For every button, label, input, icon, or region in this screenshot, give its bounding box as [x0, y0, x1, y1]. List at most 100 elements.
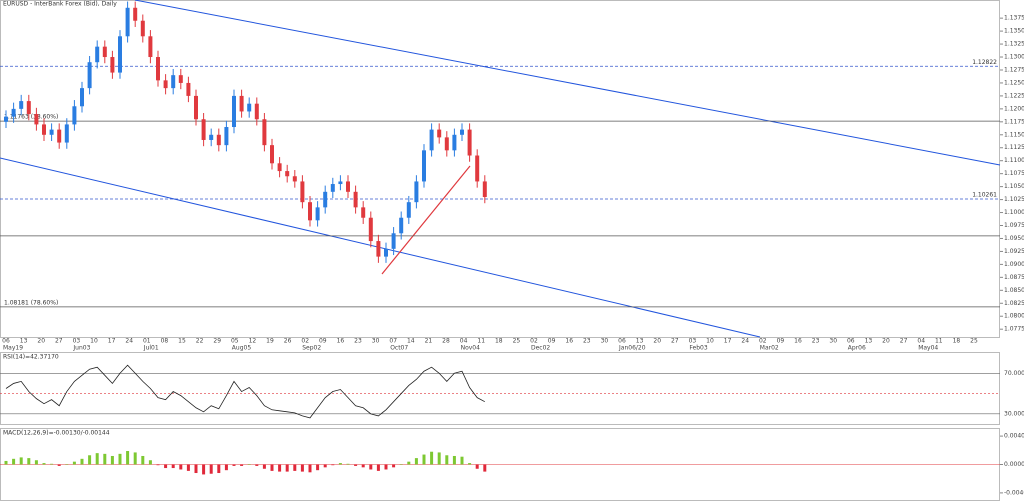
- month-label: Jan06/20: [618, 345, 646, 352]
- macd-tick-label: 0.00000: [1004, 461, 1024, 468]
- rsi-tick-label: 30.00000: [1004, 410, 1024, 417]
- macd-bar: [308, 464, 312, 473]
- y-tick-label: 1.13000: [1004, 54, 1024, 61]
- x-tick-label: 12: [249, 338, 257, 345]
- macd-bar: [361, 464, 365, 468]
- candle-body: [64, 124, 69, 143]
- candle-body: [95, 46, 100, 63]
- x-tick-label: 06: [847, 338, 855, 345]
- candle-body: [19, 101, 24, 109]
- x-tick-label: 01: [143, 338, 151, 345]
- candle-body: [353, 191, 358, 208]
- y-tick-label: 1.12750: [1004, 66, 1024, 73]
- chart-title: EURUSD - InterBank Forex (Bid), Daily: [3, 1, 117, 8]
- macd-bar: [338, 463, 342, 465]
- x-tick-label: 09: [777, 338, 785, 345]
- month-label: Feb03: [689, 345, 707, 352]
- x-tick-label: 24: [741, 338, 749, 345]
- y-tick-label: 1.11250: [1004, 144, 1024, 151]
- candle-body: [194, 95, 198, 120]
- x-tick-label: 08: [161, 338, 169, 345]
- macd-bar: [369, 464, 373, 470]
- macd-title: MACD(12,26,9)=-0.00130/-0.00144: [3, 430, 110, 437]
- y-tick-label: 1.11750: [1004, 118, 1024, 125]
- x-tick-label: 06: [2, 338, 10, 345]
- macd-bar: [164, 464, 168, 469]
- candle-body: [429, 129, 434, 151]
- x-tick-label: 10: [90, 338, 98, 345]
- x-tick-label: 19: [266, 338, 274, 345]
- candle-body: [163, 80, 168, 89]
- x-tick-label: 21: [425, 338, 433, 345]
- candle-body: [133, 7, 138, 21]
- candle-body: [42, 124, 46, 135]
- x-tick-label: 22: [196, 338, 204, 345]
- x-tick-label: 26: [284, 338, 292, 345]
- macd-bar: [126, 451, 130, 465]
- candle-body: [300, 181, 305, 203]
- macd-bar: [194, 464, 198, 474]
- month-label: Jun03: [72, 345, 90, 352]
- candle-body: [201, 119, 206, 140]
- macd-bar: [376, 464, 380, 471]
- x-tick-label: 23: [583, 338, 591, 345]
- candle-body: [232, 95, 236, 128]
- macd-bar: [156, 464, 160, 466]
- month-label: May04: [918, 345, 938, 352]
- macd-bar: [392, 464, 396, 468]
- macd-bar: [422, 454, 426, 465]
- candle-body: [444, 137, 449, 151]
- macd-bar: [141, 455, 145, 465]
- y-tick-label: 1.13250: [1004, 41, 1024, 48]
- macd-bar: [4, 460, 8, 465]
- x-tick-label: 23: [812, 338, 820, 345]
- x-tick-label: 11: [477, 338, 485, 345]
- x-tick-label: 23: [354, 338, 362, 345]
- x-tick-label: 06: [618, 338, 626, 345]
- macd-bar: [224, 464, 228, 471]
- macd-bar: [88, 455, 92, 465]
- x-tick-label: 04: [460, 338, 468, 345]
- candle-body: [224, 127, 229, 146]
- candle-body: [308, 202, 312, 221]
- candle-body: [277, 163, 282, 172]
- macd-bar: [300, 464, 304, 472]
- macd-bar: [285, 464, 289, 472]
- month-label: Jul01: [143, 345, 159, 352]
- candle-body: [338, 181, 343, 185]
- x-tick-label: 11: [935, 338, 943, 345]
- candle-body: [368, 217, 373, 242]
- macd-bar: [247, 464, 251, 465]
- x-tick-label: 02: [530, 338, 538, 345]
- macd-bar: [186, 464, 190, 471]
- x-tick-label: 20: [653, 338, 661, 345]
- candle-body: [460, 129, 464, 135]
- macd-bar: [475, 464, 479, 469]
- y-tick-label: 1.10500: [1004, 183, 1024, 190]
- y-tick-label: 1.09500: [1004, 235, 1024, 242]
- candle-body: [270, 145, 274, 164]
- macd-bar: [217, 464, 221, 474]
- macd-bar: [384, 464, 388, 470]
- y-tick-label: 1.11500: [1004, 131, 1024, 138]
- main-panel: [0, 0, 1000, 338]
- x-tick-label: 05: [231, 338, 239, 345]
- macd-bar: [80, 458, 84, 465]
- candle-body: [209, 134, 214, 140]
- rsi-tick-label: 70.00000: [1004, 370, 1024, 377]
- candle-body: [482, 181, 487, 197]
- x-tick-label: 18: [495, 338, 503, 345]
- candle-body: [254, 103, 259, 120]
- candle-body: [26, 101, 31, 115]
- month-label: Mar02: [760, 345, 779, 352]
- x-tick-label: 29: [213, 338, 221, 345]
- x-tick-label: 09: [319, 338, 327, 345]
- candle-body: [315, 207, 320, 221]
- x-tick-label: 30: [372, 338, 380, 345]
- candle-body: [406, 202, 411, 218]
- macd-bar: [19, 457, 23, 465]
- x-tick-label: 27: [671, 338, 679, 345]
- rsi-line: [5, 364, 485, 419]
